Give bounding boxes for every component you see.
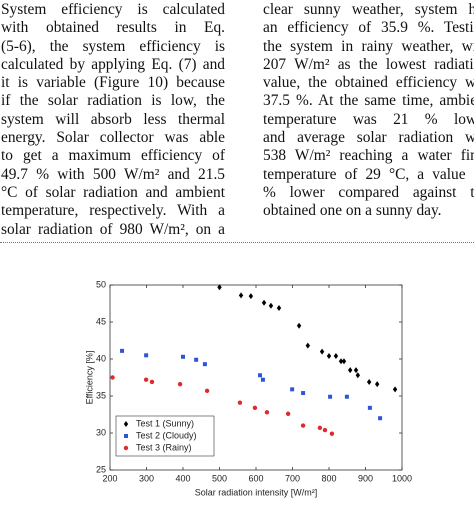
text-line: temperature was 21 % lower xyxy=(263,110,474,128)
point xyxy=(120,348,125,353)
x-axis-label: Solar radiation intensity [W/m²] xyxy=(195,487,318,497)
text-line: solar radiation of 980 W/m², on a xyxy=(1,220,225,238)
point xyxy=(347,367,353,374)
point xyxy=(305,342,311,349)
text-line: if the solar radiation is low, the xyxy=(1,92,225,110)
text-column: clear sunny weather, system has an effici… xyxy=(263,1,474,221)
x-tick-label: 1000 xyxy=(392,473,412,483)
point xyxy=(333,353,339,360)
point xyxy=(248,293,254,300)
text-line: with obtained results in Eq. xyxy=(1,19,225,37)
point xyxy=(353,367,359,374)
point xyxy=(319,348,325,355)
point xyxy=(149,379,155,385)
point xyxy=(181,354,185,359)
legend-label: Test 3 (Rainy) xyxy=(136,442,192,452)
legend-box xyxy=(115,415,215,457)
text-line: 37.5 %. At the same time, ambient xyxy=(263,92,474,110)
point xyxy=(341,358,347,365)
point xyxy=(260,377,265,382)
text-line: obtained one on a sunny day. xyxy=(263,202,442,220)
point xyxy=(322,427,328,433)
point xyxy=(252,405,258,411)
point xyxy=(276,304,282,311)
y-tick-label: 25 xyxy=(96,464,106,474)
x-tick-label: 600 xyxy=(248,473,263,483)
text-column: System efficiency is calculated with obta… xyxy=(1,1,225,239)
point xyxy=(366,378,372,385)
text-line: it is variable (Figure 10) because xyxy=(1,74,225,92)
point xyxy=(326,353,332,360)
text-line: and average solar radiation was xyxy=(263,129,474,147)
y-tick-label: 35 xyxy=(96,390,106,400)
point xyxy=(290,387,295,392)
point xyxy=(264,410,270,415)
point xyxy=(204,388,210,394)
y-tick-label: 40 xyxy=(96,353,106,363)
point xyxy=(300,423,306,428)
x-tick-label: 700 xyxy=(285,473,300,483)
text-line: temperature of 29 °C, a value 28 xyxy=(263,165,474,183)
point xyxy=(374,381,380,388)
separator xyxy=(0,242,474,243)
y-tick-label: 50 xyxy=(96,279,106,289)
point xyxy=(237,400,243,405)
point xyxy=(144,353,149,358)
x-tick-label: 500 xyxy=(212,473,227,483)
x-tick-label: 200 xyxy=(102,473,117,483)
text-line: value, the obtained efficiency was xyxy=(263,74,474,92)
text-line: an efficiency of 35.9 %. Testing xyxy=(263,19,474,37)
text-line: 538 W/m² reaching a water final xyxy=(263,147,474,165)
point xyxy=(344,394,349,399)
point xyxy=(202,362,207,367)
point xyxy=(378,416,383,421)
x-tick-label: 400 xyxy=(175,473,190,483)
x-tick-label: 900 xyxy=(358,473,373,483)
point xyxy=(194,357,199,362)
point xyxy=(392,386,398,393)
point xyxy=(367,405,372,410)
y-tick-label: 30 xyxy=(96,427,106,437)
text-line: the system in rainy weather, with xyxy=(263,37,474,55)
point xyxy=(258,373,263,378)
point xyxy=(338,358,344,365)
text-line: % lower compared against the xyxy=(263,183,474,201)
text-line: System efficiency is calculated xyxy=(1,1,225,18)
point xyxy=(329,431,335,436)
legend-label: Test 1 (Sunny) xyxy=(136,418,194,428)
x-tick-label: 300 xyxy=(139,473,154,483)
text-line: °C of solar radiation and ambient xyxy=(1,183,225,201)
point xyxy=(124,434,128,438)
point xyxy=(110,375,115,380)
point xyxy=(355,372,361,379)
legend-label: Test 2 (Cloudy) xyxy=(136,430,197,440)
point xyxy=(285,411,291,416)
y-tick-label: 45 xyxy=(96,316,106,326)
text-line: (5-6), the system efficiency is xyxy=(1,37,225,55)
point xyxy=(296,322,302,329)
point xyxy=(143,377,149,382)
text-line: temperature, respectively. With a xyxy=(1,202,225,220)
point xyxy=(261,299,267,306)
point xyxy=(268,302,274,309)
point xyxy=(317,425,323,431)
point xyxy=(301,391,306,396)
text-line: system will absorb less thermal xyxy=(1,110,225,128)
text-line: to get a maximum efficiency of xyxy=(1,147,225,165)
point xyxy=(217,284,222,291)
text-line: clear sunny weather, system has xyxy=(263,1,474,18)
chart: 200 300 400 500 600 700 800 900 1000 25 30 35 40 45 50… xyxy=(84,279,412,497)
text-line: 207 W/m² as the lowest radiation xyxy=(263,55,474,73)
point xyxy=(328,394,333,399)
point xyxy=(177,381,183,387)
text-line: energy. Solar collector was able xyxy=(1,129,225,147)
text-line: 49.7 % with 500 W/m² and 21.5 xyxy=(1,165,225,183)
point xyxy=(123,421,129,427)
point xyxy=(238,292,244,299)
y-axis-label: Efficiency [%] xyxy=(84,351,94,405)
text-line: calculated by applying Eq. (7) and xyxy=(1,55,225,73)
point xyxy=(123,445,129,451)
x-tick-label: 800 xyxy=(321,473,336,483)
